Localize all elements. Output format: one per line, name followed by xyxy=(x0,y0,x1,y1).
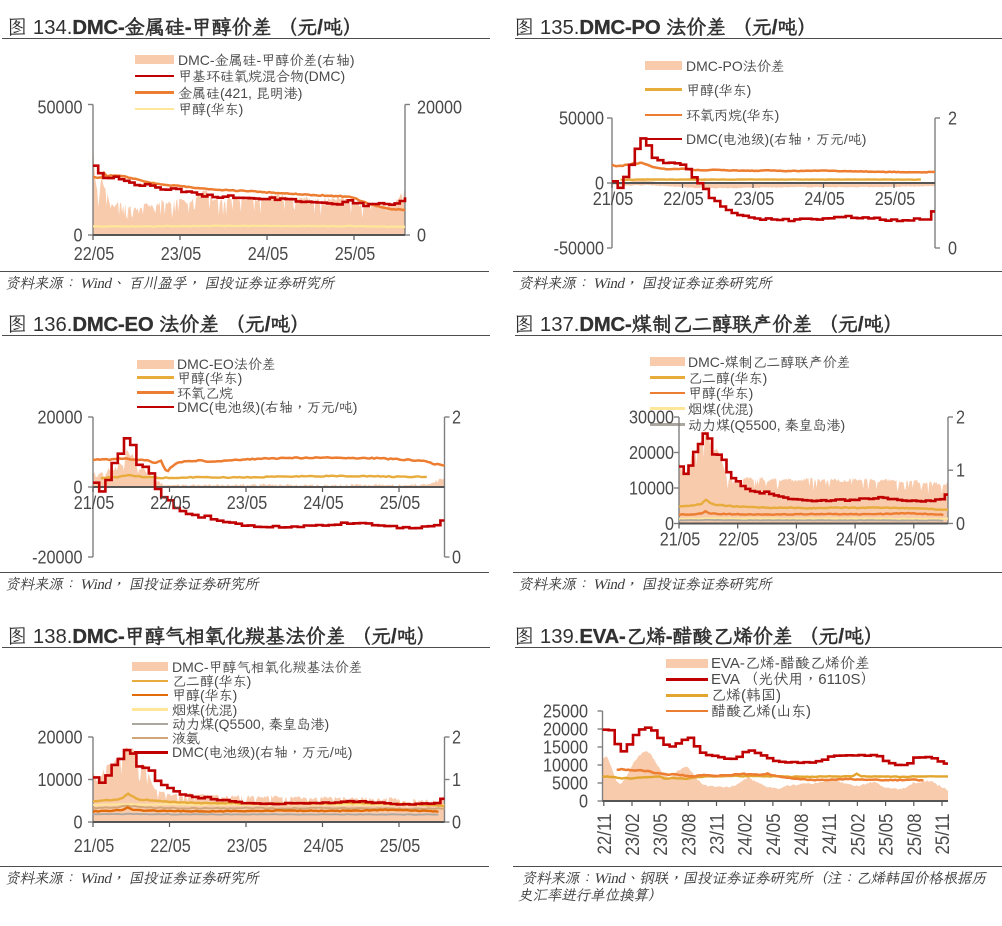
svg-text:0: 0 xyxy=(665,513,674,534)
svg-text:50000: 50000 xyxy=(559,107,604,128)
svg-text:22/05: 22/05 xyxy=(150,835,191,856)
svg-text:21/05: 21/05 xyxy=(74,492,115,513)
svg-text:23/05: 23/05 xyxy=(161,243,202,264)
svg-text:0: 0 xyxy=(73,224,82,245)
svg-text:23/08: 23/08 xyxy=(678,813,699,855)
svg-text:24/05: 24/05 xyxy=(804,188,845,209)
svg-text:22/05: 22/05 xyxy=(74,243,115,264)
svg-text:0: 0 xyxy=(579,790,588,811)
svg-text:21/05: 21/05 xyxy=(660,529,701,550)
svg-text:24/02: 24/02 xyxy=(735,813,756,855)
svg-text:22/05: 22/05 xyxy=(718,529,759,550)
svg-text:50000: 50000 xyxy=(37,97,82,118)
svg-text:21/05: 21/05 xyxy=(593,188,634,209)
svg-text:25/05: 25/05 xyxy=(380,835,421,856)
svg-text:22/11: 22/11 xyxy=(594,814,615,855)
svg-text:25/05: 25/05 xyxy=(335,243,376,264)
svg-text:21/05: 21/05 xyxy=(74,835,115,856)
svg-text:0: 0 xyxy=(417,224,426,245)
svg-text:25/08: 25/08 xyxy=(904,813,925,855)
svg-text:25/02: 25/02 xyxy=(847,813,868,855)
svg-text:10000: 10000 xyxy=(543,754,588,775)
svg-text:20000: 20000 xyxy=(543,718,588,739)
svg-text:25/05: 25/05 xyxy=(380,492,421,513)
svg-text:23/05: 23/05 xyxy=(650,813,671,855)
svg-text:0: 0 xyxy=(73,476,82,497)
svg-text:23/02: 23/02 xyxy=(622,813,643,855)
svg-text:0: 0 xyxy=(948,237,957,258)
svg-text:0: 0 xyxy=(73,811,82,832)
svg-text:15000: 15000 xyxy=(543,736,588,757)
svg-text:20000: 20000 xyxy=(629,442,674,463)
svg-text:24/05: 24/05 xyxy=(763,813,784,855)
svg-text:30000: 30000 xyxy=(629,406,674,427)
svg-text:20000: 20000 xyxy=(37,726,82,747)
svg-text:22/05: 22/05 xyxy=(150,492,191,513)
svg-text:23/05: 23/05 xyxy=(227,835,268,856)
svg-text:23/11: 23/11 xyxy=(707,814,728,855)
svg-text:2: 2 xyxy=(948,107,957,128)
svg-text:24/05: 24/05 xyxy=(836,529,877,550)
svg-text:0: 0 xyxy=(956,513,965,534)
svg-text:25000: 25000 xyxy=(543,700,588,721)
svg-text:25/05: 25/05 xyxy=(875,188,916,209)
svg-text:2: 2 xyxy=(452,726,461,747)
svg-text:1: 1 xyxy=(956,460,965,481)
svg-text:2: 2 xyxy=(452,406,461,427)
svg-text:10000: 10000 xyxy=(37,769,82,790)
svg-text:5000: 5000 xyxy=(552,772,588,793)
svg-text:-50000: -50000 xyxy=(554,237,604,258)
svg-text:25/11: 25/11 xyxy=(932,814,953,855)
svg-text:0: 0 xyxy=(452,546,461,567)
svg-text:22/05: 22/05 xyxy=(663,188,704,209)
svg-text:24/05: 24/05 xyxy=(303,835,344,856)
svg-text:0: 0 xyxy=(595,172,604,193)
svg-text:20000: 20000 xyxy=(417,97,462,118)
svg-text:23/05: 23/05 xyxy=(734,188,775,209)
svg-text:24/08: 24/08 xyxy=(791,813,812,855)
svg-text:23/05: 23/05 xyxy=(777,529,818,550)
svg-text:25/05: 25/05 xyxy=(876,813,897,855)
svg-text:10000: 10000 xyxy=(629,477,674,498)
svg-text:1: 1 xyxy=(452,769,461,790)
svg-text:20000: 20000 xyxy=(37,406,82,427)
svg-text:2: 2 xyxy=(956,406,965,427)
svg-text:24/05: 24/05 xyxy=(303,492,344,513)
svg-text:23/05: 23/05 xyxy=(227,492,268,513)
svg-text:24/11: 24/11 xyxy=(819,814,840,855)
svg-text:0: 0 xyxy=(452,811,461,832)
svg-text:25/05: 25/05 xyxy=(895,529,936,550)
svg-text:24/05: 24/05 xyxy=(248,243,289,264)
svg-text:-20000: -20000 xyxy=(32,546,82,567)
